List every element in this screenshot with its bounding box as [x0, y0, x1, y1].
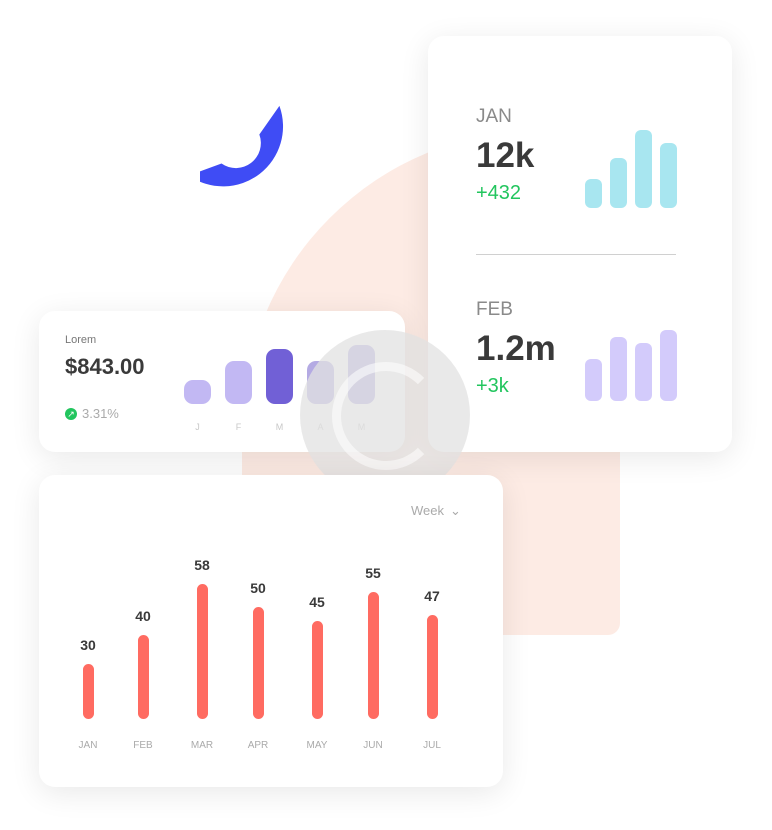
stat-value: 12k	[476, 136, 535, 175]
mini-bar	[635, 130, 652, 208]
bar-label: J	[195, 422, 200, 432]
watermark-c-icon	[332, 362, 440, 470]
data-label: 55	[365, 565, 381, 582]
mini-bar	[660, 142, 677, 208]
month-label: FEB	[476, 299, 513, 320]
mini-bar	[610, 158, 627, 208]
x-tick-label: JAN	[78, 740, 98, 751]
week-dropdown[interactable]: Week ⌄	[411, 503, 461, 519]
change-value: 3.31%	[82, 406, 119, 421]
lorem-bar	[266, 348, 293, 404]
bar-jun	[368, 592, 379, 719]
mini-bar	[585, 178, 602, 208]
donut-segment-icon	[200, 105, 284, 187]
monthly-bar-chart-card: Week ⌄ 30 JAN 40 FEB 58 MAR 50 APR 45 MAY 55 JUN 47 J…	[39, 475, 503, 787]
mini-bar	[585, 358, 602, 401]
chevron-down-icon: ⌄	[450, 503, 461, 518]
data-label: 40	[135, 608, 151, 625]
stat-delta: +3k	[476, 375, 509, 397]
dropdown-value: Week	[411, 503, 444, 518]
mini-bar	[610, 337, 627, 401]
bar-jan	[83, 663, 94, 719]
divider	[476, 254, 676, 255]
watermark-logo	[300, 330, 470, 500]
lorem-bar	[225, 361, 252, 404]
bar-label: M	[275, 422, 284, 432]
stat-jan: JAN 12k +432	[476, 106, 534, 205]
mini-bar	[660, 330, 677, 401]
bar-feb	[138, 635, 149, 719]
x-tick-label: JUL	[423, 740, 441, 751]
lorem-bar	[184, 380, 211, 404]
data-label: 50	[250, 579, 266, 596]
jan-mini-chart	[585, 130, 677, 208]
month-label: JAN	[476, 106, 512, 127]
x-tick-label: JUN	[363, 740, 383, 751]
bar-mar	[197, 583, 208, 719]
x-tick-label: MAY	[306, 740, 328, 751]
change-indicator: ↗ 3.31%	[65, 406, 119, 421]
stat-value: 1.2m	[476, 329, 556, 368]
data-label: 30	[80, 636, 96, 653]
monthly-stats-card: JAN 12k +432 FEB 1.2m +3k	[428, 36, 732, 452]
data-label: 47	[424, 588, 440, 605]
stat-feb: FEB 1.2m +3k	[476, 299, 556, 398]
data-label: 58	[194, 556, 210, 573]
x-tick-label: MAR	[190, 740, 214, 751]
x-tick-label: APR	[247, 740, 269, 751]
bar-jul	[427, 615, 438, 719]
stat-delta: +432	[476, 182, 522, 204]
arrow-up-right-icon: ↗	[65, 407, 77, 420]
bar-may	[312, 621, 323, 719]
data-label: 45	[309, 594, 325, 610]
mini-bar	[635, 342, 652, 401]
feb-mini-chart	[585, 330, 677, 401]
amount: $843.00	[65, 354, 145, 379]
x-tick-label: FEB	[133, 740, 153, 751]
bar-apr	[253, 606, 264, 719]
card-label: Lorem	[65, 334, 97, 346]
bar-label: F	[235, 422, 242, 432]
